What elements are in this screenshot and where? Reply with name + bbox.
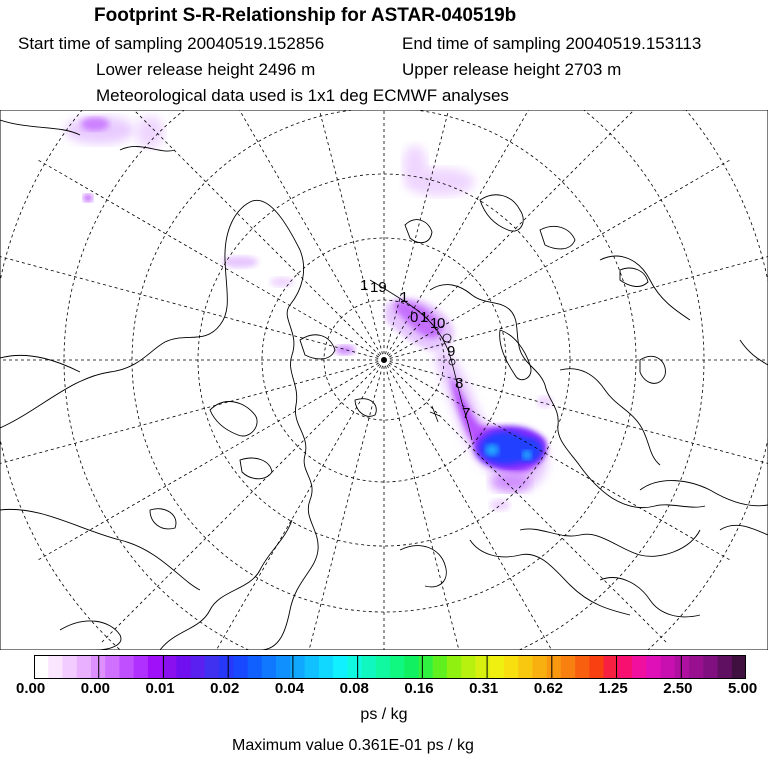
colorbar-swatch — [703, 655, 719, 679]
trajectory-labels: 1 19 1 1 0 1 0 9 8 7 — [360, 277, 470, 422]
colorbar-swatch — [133, 655, 149, 679]
colorbar-tick-label: 0.00 — [16, 680, 46, 697]
colorbar-swatch — [418, 655, 434, 679]
colorbar-swatch — [475, 655, 491, 679]
colorbar-swatch — [290, 655, 306, 679]
colorbar-swatch — [361, 655, 377, 679]
trajectory-label: 9 — [447, 343, 455, 360]
colorbar-swatch — [589, 655, 605, 679]
colorbar-swatch — [532, 655, 548, 679]
colorbar-swatch — [503, 655, 519, 679]
colorbar-tick-label: 2.50 — [663, 680, 693, 697]
colorbar — [34, 655, 746, 679]
start-time-label: Start time of sampling 20040519.152856 — [18, 34, 325, 53]
maximum-value-label: Maximum value 0.361E-01 ps / kg — [232, 737, 474, 754]
colorbar-swatch — [660, 655, 676, 679]
colorbar-swatch — [446, 655, 462, 679]
colorbar-tick-label: 0.02 — [210, 680, 240, 697]
trajectory-label: 1 — [430, 315, 438, 332]
colorbar-swatch — [62, 655, 78, 679]
colorbar-tick-label: 0.04 — [274, 680, 305, 697]
colorbar-swatch — [76, 655, 92, 679]
colorbar-swatch — [717, 655, 733, 679]
colorbar-swatch — [518, 655, 533, 679]
colorbar-swatch — [560, 655, 576, 679]
trajectory-label: 19 — [370, 279, 387, 296]
colorbar-tick-label: 0.31 — [469, 680, 499, 697]
lower-height-label: Lower release height 2496 m — [96, 60, 316, 79]
colorbar-swatch — [162, 655, 177, 679]
colorbar-swatch — [347, 655, 363, 679]
colorbar-swatch — [461, 655, 477, 679]
colorbar-swatch — [190, 655, 206, 679]
colorbar-swatch — [489, 655, 505, 679]
end-time-label: End time of sampling 20040519.153113 — [402, 34, 702, 53]
trajectory-path — [369, 279, 473, 441]
colorbar-tick-label: 0.01 — [145, 680, 175, 697]
colorbar-swatch — [404, 655, 420, 679]
colorbar-swatch — [432, 655, 448, 679]
colorbar-units: ps / kg — [360, 706, 408, 723]
colorbar-swatch — [304, 655, 320, 679]
meridian-lines — [0, 110, 768, 650]
colorbar-swatch — [390, 655, 405, 679]
trajectory-label: 7 — [462, 405, 470, 422]
colorbar-swatch — [261, 655, 277, 679]
colorbar-swatch — [333, 655, 348, 679]
colorbar-swatch — [219, 655, 234, 679]
polar-map: 1 19 1 1 0 1 0 9 8 7 — [0, 110, 768, 650]
colorbar-swatch — [247, 655, 263, 679]
colorbar-tick-label: 5.00 — [728, 680, 758, 697]
trajectory-label: 1 — [420, 309, 428, 326]
upper-height-label: Upper release height 2703 m — [402, 60, 622, 79]
colorbar-swatch — [147, 655, 163, 679]
colorbar-swatch — [646, 655, 662, 679]
plot-title: Footprint S-R-Relationship for ASTAR-040… — [94, 5, 517, 26]
colorbar-tick-label: 0.08 — [339, 680, 369, 697]
colorbar-swatch — [318, 655, 334, 679]
trajectory-label: 1 — [360, 277, 368, 294]
colorbar-swatch — [617, 655, 633, 679]
colorbar-swatch — [34, 655, 49, 679]
trajectory-label: 1 — [400, 289, 408, 306]
colorbar-swatch — [233, 655, 249, 679]
colorbar-tick-label: 0.16 — [404, 680, 434, 697]
colorbar-swatch — [105, 655, 121, 679]
colorbar-swatch — [546, 655, 562, 679]
colorbar-swatch — [674, 655, 690, 679]
colorbar-swatch — [575, 655, 590, 679]
colorbar-tick-label: 0.00 — [80, 680, 110, 697]
header: Footprint S-R-Relationship for ASTAR-040… — [0, 0, 768, 112]
colorbar-swatch — [603, 655, 619, 679]
colorbar-swatch — [276, 655, 291, 679]
colorbar-frame — [34, 655, 746, 679]
colorbar-swatch — [48, 655, 64, 679]
colorbar-swatch — [689, 655, 704, 679]
colorbar-swatch — [119, 655, 135, 679]
colorbar-swatch — [731, 655, 746, 679]
trajectory-label: 0 — [410, 309, 418, 326]
colorbar-swatch — [375, 655, 391, 679]
trajectory-label: 8 — [455, 375, 463, 392]
colorbar-swatch — [176, 655, 192, 679]
met-data-label: Meteorological data used is 1x1 deg ECMW… — [96, 86, 509, 105]
colorbar-tick-label: 0.62 — [533, 680, 564, 697]
coastlines — [0, 119, 768, 650]
trajectory-label: 0 — [437, 315, 445, 332]
colorbar-tick-label: 1.25 — [598, 680, 628, 697]
colorbar-swatch — [204, 655, 220, 679]
colorbar-swatch — [632, 655, 647, 679]
